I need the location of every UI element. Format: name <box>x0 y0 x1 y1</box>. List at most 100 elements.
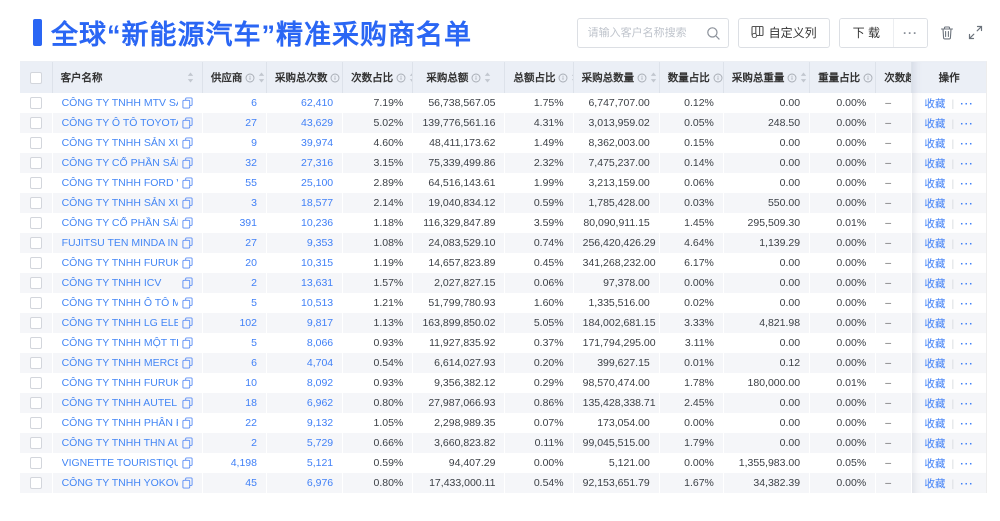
copy-icon[interactable] <box>182 177 193 189</box>
column-header-suppliers[interactable]: 供应商 <box>202 62 267 93</box>
row-checkbox[interactable] <box>29 477 42 490</box>
sort-icon[interactable] <box>187 72 194 83</box>
sort-icon[interactable] <box>409 72 413 83</box>
row-more-icon[interactable]: ··· <box>960 97 974 110</box>
row-checkbox[interactable] <box>29 317 42 330</box>
info-icon[interactable] <box>787 73 797 83</box>
row-checkbox[interactable] <box>29 177 42 190</box>
info-icon[interactable] <box>245 73 255 83</box>
copy-icon[interactable] <box>182 257 193 269</box>
row-more-icon[interactable]: ··· <box>960 457 974 470</box>
row-more-icon[interactable]: ··· <box>960 297 974 310</box>
company-name-link[interactable]: CÔNG TY TNHH MTV SẢN XUẤ... <box>61 97 178 109</box>
company-name-link[interactable]: CÔNG TY TNHH FURUKAWA A... <box>61 377 178 389</box>
row-checkbox[interactable] <box>29 457 42 470</box>
info-icon[interactable] <box>396 73 406 83</box>
sort-icon[interactable] <box>258 72 265 83</box>
company-name-link[interactable]: CÔNG TY TNHH MERCEDES–B... <box>61 357 178 369</box>
table-row[interactable]: CÔNG TY TNHH SẢN XUẤT VÀ ... 318,5772.14%… <box>20 193 986 213</box>
column-header-qty[interactable]: 采购总数量 <box>573 62 660 93</box>
company-name-link[interactable]: CÔNG TY TNHH FURUKAWA A... <box>61 257 178 269</box>
table-row[interactable]: VIGNETTE TOURISTIQUE G UNI...4,1985,1210… <box>20 453 986 473</box>
table-row[interactable]: CÔNG TY TNHH MERCEDES–B... 64,7040.54%6,6… <box>20 353 986 373</box>
copy-icon[interactable] <box>182 237 193 249</box>
table-row[interactable]: CÔNG TY TNHH SẢN XUẤT VÀ ... 939,9744.60%… <box>20 133 986 153</box>
row-checkbox[interactable] <box>29 237 42 250</box>
company-name-link[interactable]: CÔNG TY TNHH THN AUTOPAR... <box>61 437 178 449</box>
row-checkbox[interactable] <box>29 377 42 390</box>
row-checkbox[interactable] <box>29 97 42 110</box>
row-checkbox[interactable] <box>29 357 42 370</box>
row-more-icon[interactable]: ··· <box>960 437 974 450</box>
copy-icon[interactable] <box>182 157 193 169</box>
row-more-icon[interactable]: ··· <box>960 337 974 350</box>
favorite-link[interactable]: 收藏 <box>924 257 946 270</box>
favorite-link[interactable]: 收藏 <box>924 297 946 310</box>
copy-icon[interactable] <box>182 417 193 429</box>
download-button[interactable]: 下 载 <box>839 18 893 47</box>
row-more-icon[interactable]: ··· <box>960 217 974 230</box>
favorite-link[interactable]: 收藏 <box>924 317 946 330</box>
row-more-icon[interactable]: ··· <box>960 417 974 430</box>
company-name-link[interactable]: CÔNG TY Ô TÔ TOYOTA VIỆT ... <box>61 117 178 129</box>
copy-icon[interactable] <box>182 397 193 409</box>
row-checkbox[interactable] <box>29 277 42 290</box>
table-row[interactable]: CÔNG TY CỔ PHẦN SẢN XUẤT... 39110,2361.18… <box>20 213 986 233</box>
row-checkbox[interactable] <box>29 137 42 150</box>
row-more-icon[interactable]: ··· <box>960 477 974 490</box>
row-more-icon[interactable]: ··· <box>960 157 974 170</box>
favorite-link[interactable]: 收藏 <box>924 197 946 210</box>
row-more-icon[interactable]: ··· <box>960 357 974 370</box>
column-header-amount_pct[interactable]: 总额占比 <box>504 62 574 93</box>
copy-icon[interactable] <box>182 297 193 309</box>
row-more-icon[interactable]: ··· <box>960 117 974 130</box>
favorite-link[interactable]: 收藏 <box>924 337 946 350</box>
row-more-icon[interactable]: ··· <box>960 397 974 410</box>
row-more-icon[interactable]: ··· <box>960 317 974 330</box>
favorite-link[interactable]: 收藏 <box>924 217 946 230</box>
copy-icon[interactable] <box>182 317 193 329</box>
copy-icon[interactable] <box>182 477 193 489</box>
select-all-checkbox[interactable] <box>29 71 42 84</box>
search-icon[interactable] <box>706 26 721 46</box>
favorite-link[interactable]: 收藏 <box>924 157 946 170</box>
table-row[interactable]: CÔNG TY TNHH MTV SẢN XUẤ... 662,4107.19%5… <box>20 93 986 113</box>
table-row[interactable]: CÔNG TY TNHH THN AUTOPAR... 25,7290.66%3,… <box>20 433 986 453</box>
company-name-link[interactable]: CÔNG TY TNHH ICV <box>61 277 162 289</box>
row-checkbox[interactable] <box>29 257 42 270</box>
company-name-link[interactable]: CÔNG TY TNHH FORD VIỆT NAM <box>61 177 178 189</box>
favorite-link[interactable]: 收藏 <box>924 477 946 490</box>
company-name-link[interactable]: CÔNG TY CỔ PHẦN SẢN XUẤT... <box>61 157 178 169</box>
table-row[interactable]: CÔNG TY TNHH MỘT THÀNH V... 58,0660.93%11… <box>20 333 986 353</box>
favorite-link[interactable]: 收藏 <box>924 277 946 290</box>
fullscreen-button[interactable] <box>966 23 985 42</box>
copy-icon[interactable] <box>182 377 193 389</box>
company-name-link[interactable]: FUJITSU TEN MINDA INDIA PVT... <box>61 237 178 249</box>
favorite-link[interactable]: 收藏 <box>924 437 946 450</box>
favorite-link[interactable]: 收藏 <box>924 97 946 110</box>
row-more-icon[interactable]: ··· <box>960 137 974 150</box>
row-more-icon[interactable]: ··· <box>960 257 974 270</box>
row-checkbox[interactable] <box>29 297 42 310</box>
column-header-weight_pct[interactable]: 重量占比 <box>809 62 877 93</box>
favorite-link[interactable]: 收藏 <box>924 237 946 250</box>
info-icon[interactable] <box>558 73 568 83</box>
favorite-link[interactable]: 收藏 <box>924 377 946 390</box>
copy-icon[interactable] <box>182 197 193 209</box>
table-row[interactable]: CÔNG TY TNHH FURUKAWA A... 2010,3151.19%1… <box>20 253 986 273</box>
row-checkbox[interactable] <box>29 337 42 350</box>
row-checkbox[interactable] <box>29 397 42 410</box>
table-row[interactable]: CÔNG TY TNHH FORD VIỆT NAM 5525,1002.89%6… <box>20 173 986 193</box>
company-name-link[interactable]: CÔNG TY TNHH AUTEL VIỆT N... <box>61 397 178 409</box>
company-name-link[interactable]: CÔNG TY TNHH LG ELECTRON... <box>61 317 178 329</box>
favorite-link[interactable]: 收藏 <box>924 397 946 410</box>
company-name-link[interactable]: CÔNG TY TNHH MỘT THÀNH V... <box>61 337 178 349</box>
favorite-link[interactable]: 收藏 <box>924 417 946 430</box>
copy-icon[interactable] <box>182 277 193 289</box>
favorite-link[interactable]: 收藏 <box>924 117 946 130</box>
delete-button[interactable] <box>937 23 957 43</box>
column-header-weight[interactable]: 采购总重量 <box>723 62 811 93</box>
info-icon[interactable] <box>713 73 723 83</box>
row-checkbox[interactable] <box>29 417 42 430</box>
copy-icon[interactable] <box>182 217 193 229</box>
